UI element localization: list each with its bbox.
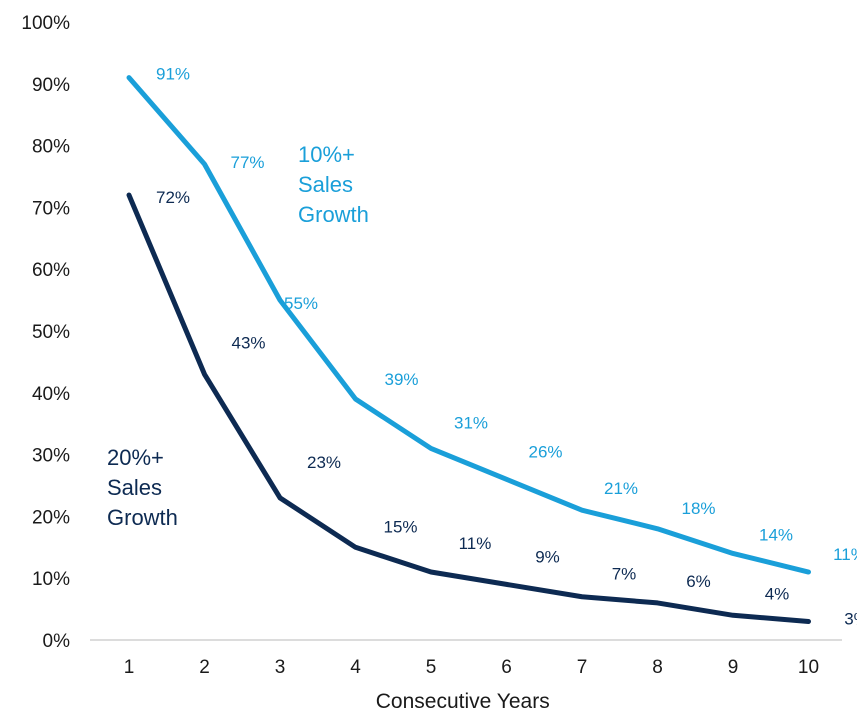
series-label-line: 10%+ xyxy=(298,142,355,167)
y-tick-label: 100% xyxy=(21,13,70,34)
data-label: 21% xyxy=(604,479,638,498)
data-labels: 91% 77% 55% 39% 31% 26% 21% 18% 14% 11% 72% 43% 23% 1… xyxy=(156,65,857,629)
data-label: 43% xyxy=(231,333,265,352)
data-label: 11% xyxy=(459,534,492,553)
x-tick-label: 10 xyxy=(798,657,819,678)
series-label-line: 20%+ xyxy=(107,445,164,470)
x-tick-label: 8 xyxy=(652,657,663,678)
series-line-0 xyxy=(126,75,811,575)
data-label: 7% xyxy=(612,565,637,584)
data-label: 15% xyxy=(383,517,417,536)
y-tick-label: 20% xyxy=(32,507,70,528)
series-label-line: Sales xyxy=(107,475,162,500)
y-tick-label: 0% xyxy=(43,631,71,652)
data-label: 91% xyxy=(156,65,190,84)
data-label: 3% xyxy=(844,609,857,628)
series-labels: 10%+ Sales Growth 20%+ Sales Growth xyxy=(107,142,369,530)
y-axis: 0% 10% 20% 30% 40% 50% 60% 70% 80% 90% 100% xyxy=(21,13,70,652)
y-tick-label: 30% xyxy=(32,446,70,467)
x-tick-label: 1 xyxy=(124,657,135,678)
data-label: 14% xyxy=(759,525,793,544)
x-tick-label: 2 xyxy=(199,657,210,678)
data-label: 26% xyxy=(528,442,562,461)
x-tick-label: 6 xyxy=(501,657,512,678)
series-label-line: Growth xyxy=(107,505,178,530)
y-tick-label: 60% xyxy=(32,260,70,281)
data-label: 55% xyxy=(284,294,318,313)
data-label: 77% xyxy=(230,153,264,172)
y-tick-label: 90% xyxy=(32,75,70,96)
x-tick-label: 7 xyxy=(577,657,588,678)
x-tick-label: 5 xyxy=(426,657,437,678)
y-tick-label: 80% xyxy=(32,137,70,158)
data-label: 9% xyxy=(535,547,560,566)
data-label: 11% xyxy=(833,545,857,564)
data-label: 23% xyxy=(307,453,341,472)
data-label: 31% xyxy=(454,413,488,432)
x-tick-label: 3 xyxy=(275,657,286,678)
data-label: 72% xyxy=(156,188,190,207)
series-label-line: Growth xyxy=(298,202,369,227)
x-axis-title: Consecutive Years xyxy=(376,690,550,713)
y-tick-label: 50% xyxy=(32,322,70,343)
series-lines xyxy=(126,75,811,624)
data-label: 6% xyxy=(686,572,711,591)
x-tick-label: 4 xyxy=(350,657,361,678)
series-label-line: Sales xyxy=(298,172,353,197)
x-axis: 1 2 3 4 5 6 7 8 9 10 xyxy=(124,657,819,678)
series-line-1 xyxy=(126,192,811,624)
data-label: 4% xyxy=(765,584,790,603)
y-tick-label: 40% xyxy=(32,384,70,405)
y-tick-label: 10% xyxy=(32,569,70,590)
y-tick-label: 70% xyxy=(32,198,70,219)
x-tick-label: 9 xyxy=(728,657,739,678)
data-label: 39% xyxy=(384,370,418,389)
data-label: 18% xyxy=(681,499,715,518)
